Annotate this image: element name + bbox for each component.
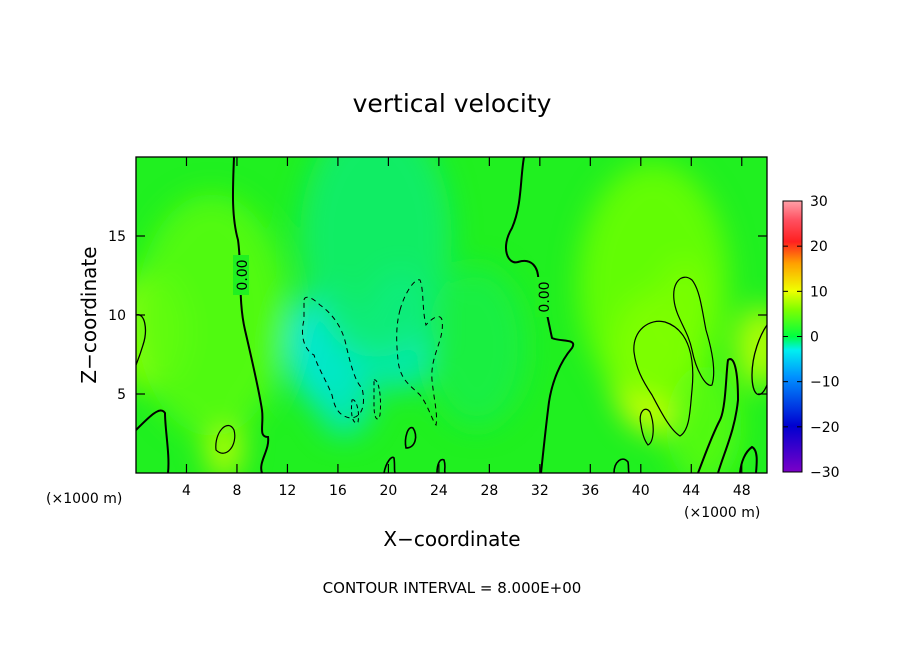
x-unit-left: (×1000 m)	[46, 491, 122, 507]
zero-contour-right-lobe	[697, 358, 740, 473]
x-tick-label: 16	[329, 483, 347, 499]
x-tick-label: 28	[480, 483, 498, 499]
zero-contour-bottom-a	[383, 456, 396, 473]
positive-contour-right-small	[639, 408, 654, 446]
x-tick-label: 12	[279, 483, 297, 499]
x-axis-label: X−coordinate	[383, 527, 520, 551]
x-tick-label: 48	[733, 483, 751, 499]
colorbar-tick-label: −30	[810, 465, 840, 481]
contour-lines	[136, 157, 767, 473]
zero-contour-far-left	[136, 409, 170, 473]
field-region-7	[426, 265, 528, 428]
x-tick-label: 8	[232, 483, 241, 499]
y-axis-label: Z−coordinate	[77, 246, 101, 383]
colorbar-tick-label: −20	[810, 420, 840, 436]
contour-label-right-text: 0.00	[537, 281, 553, 312]
field-region-12	[666, 365, 742, 473]
x-unit-right: (×1000 m)	[684, 505, 760, 521]
y-axis-ticks: 5 10 15	[108, 229, 767, 403]
zero-contour-bottom-c	[404, 426, 417, 449]
negative-contour-center	[396, 279, 443, 427]
y-tick-label: 10	[108, 308, 126, 324]
field-region-6	[300, 157, 452, 358]
colorbar-tick-label: 0	[810, 330, 819, 346]
zero-contour-left-edge	[136, 314, 147, 366]
colorbar-tick-label: 10	[810, 284, 828, 300]
colorbar-tick-label: −10	[810, 375, 840, 391]
colorbar-tick-label: 20	[810, 239, 828, 255]
zero-contour-left	[231, 157, 270, 473]
contour-label-left-text: 0.00	[235, 259, 251, 290]
zero-contour-right-small	[739, 445, 758, 473]
contour-label-left: 0.00	[233, 255, 251, 295]
zero-contour-bottom-b	[436, 458, 446, 473]
y-tick-label: 15	[108, 229, 126, 245]
field-region-11	[735, 306, 767, 387]
field-region-2	[136, 193, 288, 437]
x-tick-label: 20	[379, 483, 397, 499]
contour-label-right: 0.00	[535, 277, 553, 317]
colorbar-ticks: 30 20 10 0 −10 −20 −30	[783, 194, 840, 481]
negative-contour-left	[301, 296, 364, 419]
positive-contour-right-top	[673, 276, 715, 386]
field-region-10	[577, 162, 730, 405]
field-region-4	[312, 335, 376, 437]
positive-contour-left-blob	[215, 424, 236, 454]
chart-title: vertical velocity	[353, 89, 552, 118]
x-tick-label: 40	[632, 483, 650, 499]
zero-contour-bottom-d	[613, 458, 630, 473]
x-tick-label: 36	[581, 483, 599, 499]
negative-contour-small-b	[351, 399, 359, 424]
x-axis-ticks: 4 8 12 16 20 24 28 32 36 40 44 48	[182, 157, 751, 499]
contour-interval-note: CONTOUR INTERVAL = 8.000E+00	[323, 579, 582, 597]
y-tick-label: 5	[117, 387, 126, 403]
negative-contour-small-a	[373, 379, 381, 420]
colorbar-tick-label: 30	[810, 194, 828, 210]
positive-contour-right-large	[633, 320, 694, 437]
x-tick-label: 32	[531, 483, 549, 499]
x-tick-label: 4	[182, 483, 191, 499]
x-tick-label: 24	[430, 483, 448, 499]
x-tick-label: 44	[682, 483, 700, 499]
